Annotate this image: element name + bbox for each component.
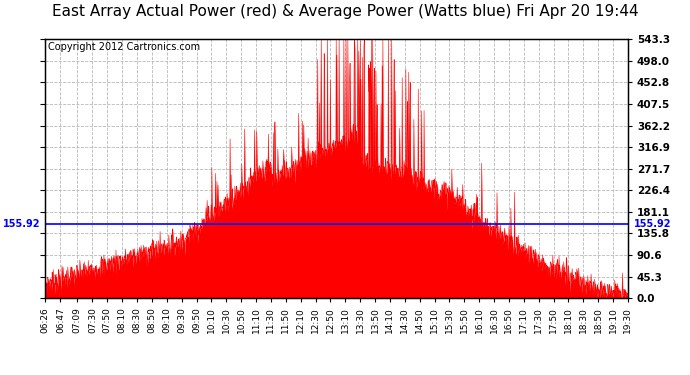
Text: 155.92: 155.92	[3, 219, 41, 229]
Text: 155.92: 155.92	[633, 219, 671, 229]
Text: East Array Actual Power (red) & Average Power (Watts blue) Fri Apr 20 19:44: East Array Actual Power (red) & Average …	[52, 4, 638, 19]
Text: Copyright 2012 Cartronics.com: Copyright 2012 Cartronics.com	[48, 42, 200, 52]
